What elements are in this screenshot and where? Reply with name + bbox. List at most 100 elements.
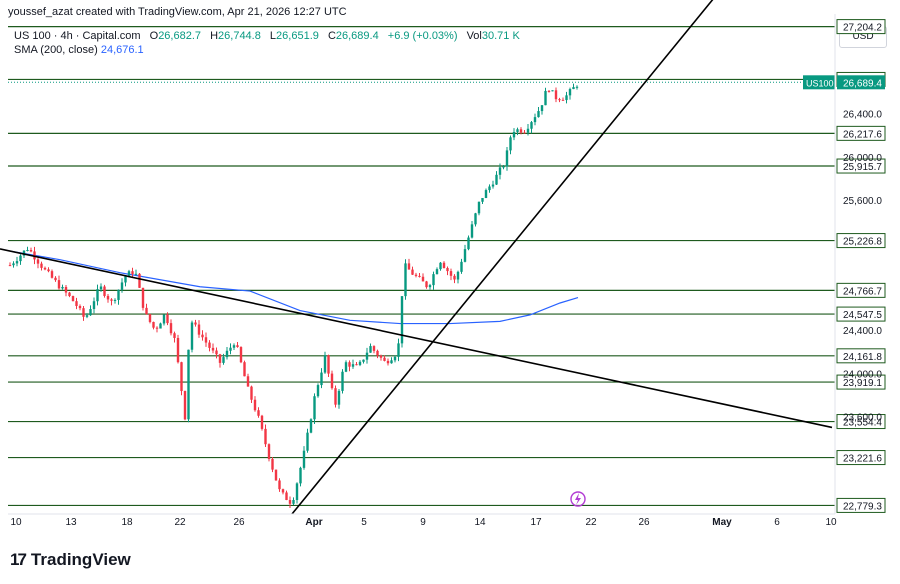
candle-body — [470, 224, 474, 238]
candle-body — [446, 267, 449, 272]
sma-label: SMA (200, close) — [14, 44, 98, 56]
candle-body — [82, 308, 85, 317]
candle-body — [575, 86, 579, 88]
candle-body — [453, 275, 456, 280]
candle-body — [134, 273, 138, 275]
candle-body — [509, 137, 512, 151]
sma-row[interactable]: SMA (200, close) 24,676.1 — [14, 43, 526, 57]
time-tick-label: May — [712, 517, 732, 528]
candle-body — [428, 285, 432, 288]
candle-body — [344, 362, 348, 372]
time-tick-label: 5 — [361, 517, 367, 528]
time-axis[interactable]: 10 13 18 22 26 Apr 5 9 14 17 22 26 May 6 10 — [10, 517, 837, 528]
time-tick-label: Apr — [305, 517, 322, 528]
candle-body — [152, 321, 155, 328]
candle-body — [229, 347, 232, 351]
candle-body — [12, 263, 15, 266]
candle-body — [316, 385, 320, 397]
symbol-badge-label: US100 — [806, 78, 834, 88]
price-tick-label: 26,000.0 — [843, 153, 882, 164]
level-badge — [836, 125, 886, 141]
candle-body — [215, 350, 218, 355]
symbol-badge — [803, 75, 835, 90]
close-label: C — [327, 30, 336, 42]
candle-body — [187, 349, 190, 420]
lightning-icon — [575, 493, 581, 505]
candle-body — [393, 356, 397, 361]
candle-body — [278, 480, 281, 490]
candle-body — [250, 386, 253, 400]
price-axis[interactable]: 26,400.0 26,000.0 25,600.0 24,400.0 24,000.0… — [8, 14, 882, 515]
candle-body — [113, 299, 117, 301]
trendlines — [0, 0, 833, 515]
candle-body — [26, 250, 29, 252]
candle-body — [274, 469, 278, 481]
candle-body — [533, 117, 537, 123]
candle-body — [379, 355, 383, 358]
sma-value: 24,676.1 — [100, 44, 144, 56]
candle-body — [8, 265, 12, 267]
candle-body — [351, 364, 355, 367]
candle-body — [404, 263, 407, 297]
candle-body — [257, 410, 260, 416]
candle-body — [526, 128, 530, 133]
time-tick-label: 14 — [474, 517, 486, 528]
time-tick-label: 10 — [825, 517, 837, 528]
candle-body — [173, 333, 176, 338]
level-badge — [836, 450, 886, 466]
current-price-label: 26,689.4 — [843, 78, 882, 89]
level-label: 22,779.3 — [843, 501, 882, 512]
volume-value: 30.71 K — [481, 30, 520, 42]
level-badge — [836, 374, 886, 390]
candle-body — [407, 263, 411, 270]
candle-body — [239, 347, 243, 363]
candle-body — [481, 197, 484, 202]
symbol-label[interactable]: US 100 · 4h · Capital.com — [14, 30, 141, 42]
candle-body — [40, 263, 43, 268]
candle-body — [449, 271, 453, 276]
candle-body — [306, 432, 309, 451]
candle-body — [36, 259, 40, 264]
price-tick-label: 24,000.0 — [843, 369, 882, 380]
candle-body — [155, 327, 159, 329]
candle-body — [29, 250, 33, 252]
candle-body — [376, 350, 379, 356]
candle-body — [516, 129, 519, 132]
candle-body — [372, 346, 376, 351]
volume-label: Vol — [466, 30, 482, 42]
price-tick-label: 23,600.0 — [843, 413, 882, 424]
candle-body — [267, 444, 271, 459]
change-value: +6.9 (+0.03%) — [387, 30, 458, 42]
candle-body — [554, 90, 558, 100]
event-marker[interactable] — [570, 491, 586, 507]
candle-body — [19, 255, 22, 262]
candle-body — [505, 150, 509, 167]
candle-body — [15, 261, 19, 264]
candle-body — [411, 269, 414, 275]
candle-body — [218, 354, 222, 363]
candle-body — [201, 334, 204, 338]
candle-body — [463, 249, 467, 262]
candle-body — [355, 364, 358, 366]
candle-body — [572, 87, 575, 90]
candle-body — [537, 111, 540, 118]
candle-body — [180, 362, 183, 392]
time-tick-label: 18 — [121, 517, 133, 528]
low-value: 26,651.9 — [276, 30, 319, 42]
time-tick-label: 22 — [174, 517, 186, 528]
candle-body — [565, 95, 568, 101]
candle-body — [57, 280, 61, 289]
level-label: 26,217.6 — [843, 129, 882, 140]
candle-body — [337, 390, 341, 405]
candle-body — [313, 396, 316, 420]
level-badge — [836, 158, 886, 174]
candle-body — [512, 131, 516, 138]
candle-body — [176, 337, 180, 363]
close-value: 26,689.4 — [335, 30, 379, 42]
candle-body — [474, 213, 477, 225]
open-value: 26,682.7 — [158, 30, 202, 42]
level-label: 23,554.4 — [843, 418, 882, 429]
candle-body — [145, 307, 148, 315]
candle-body — [162, 314, 166, 324]
